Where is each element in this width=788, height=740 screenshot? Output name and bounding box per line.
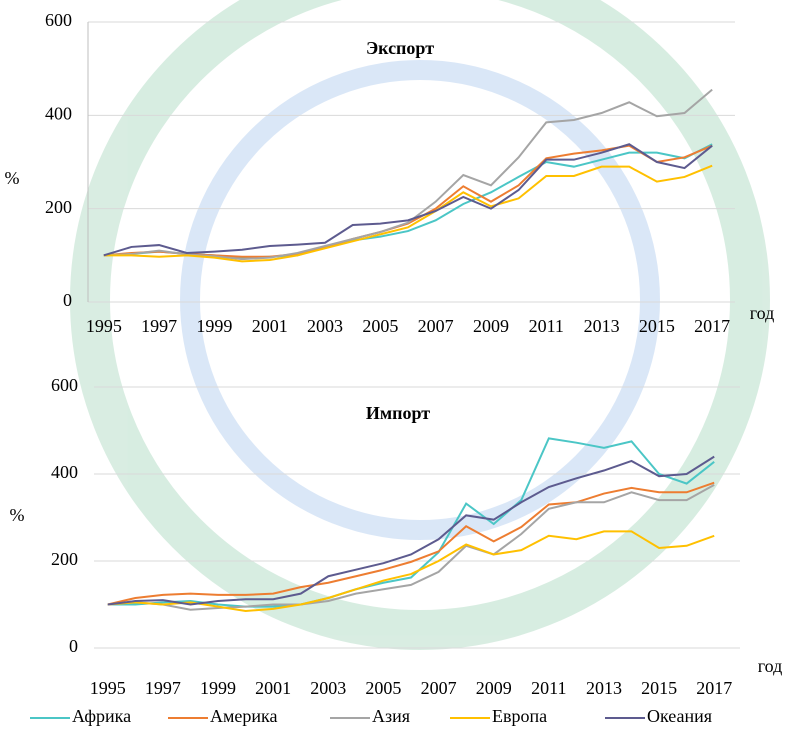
- y-tick-label: 600: [45, 10, 72, 30]
- x-tick-label: 2017: [696, 678, 732, 698]
- x-axis-label: год: [758, 656, 783, 676]
- x-tick-label: 2013: [584, 316, 620, 336]
- x-tick-label: 2011: [529, 316, 564, 336]
- x-tick-label: 2011: [531, 678, 566, 698]
- y-tick-label: 0: [69, 636, 78, 656]
- x-tick-label: 2007: [418, 316, 454, 336]
- chart-title: Экспорт: [366, 38, 434, 58]
- x-tick-label: 1995: [90, 678, 126, 698]
- y-tick-label: 400: [45, 103, 72, 123]
- y-tick-label: 600: [51, 375, 78, 395]
- x-tick-label: 2015: [641, 678, 677, 698]
- x-tick-label: 2003: [310, 678, 346, 698]
- x-tick-label: 2001: [252, 316, 288, 336]
- x-axis-label: год: [750, 303, 775, 323]
- y-tick-label: 200: [51, 549, 78, 569]
- legend-label: Азия: [372, 706, 410, 726]
- x-tick-label: 2009: [473, 316, 509, 336]
- x-tick-label: 1997: [141, 316, 177, 336]
- x-tick-label: 2005: [362, 316, 398, 336]
- legend-label: Европа: [492, 706, 547, 726]
- x-tick-label: 2001: [255, 678, 291, 698]
- x-tick-label: 1995: [86, 316, 122, 336]
- y-tick-label: 200: [45, 197, 72, 217]
- x-tick-label: 1999: [196, 316, 232, 336]
- x-tick-label: 1999: [200, 678, 236, 698]
- watermark: [90, 0, 750, 630]
- y-axis-label: %: [5, 168, 20, 188]
- legend-label: Америка: [210, 706, 277, 726]
- legend-label: Океания: [647, 706, 712, 726]
- x-tick-label: 2017: [694, 316, 730, 336]
- x-tick-label: 2009: [476, 678, 512, 698]
- x-tick-label: 2007: [421, 678, 457, 698]
- x-tick-label: 2013: [586, 678, 622, 698]
- y-tick-label: 0: [63, 290, 72, 310]
- x-tick-label: 2005: [365, 678, 401, 698]
- x-tick-label: 1997: [145, 678, 181, 698]
- x-tick-label: 2003: [307, 316, 343, 336]
- y-axis-label: %: [10, 505, 25, 525]
- page: 0 200 400 600 1995 1997 1999 2001 2003 2005 2007 20…: [0, 0, 788, 740]
- x-tick-label: 2015: [639, 316, 675, 336]
- legend-label: Африка: [72, 706, 131, 726]
- y-tick-label: 400: [51, 462, 78, 482]
- chart-title: Импорт: [366, 403, 430, 423]
